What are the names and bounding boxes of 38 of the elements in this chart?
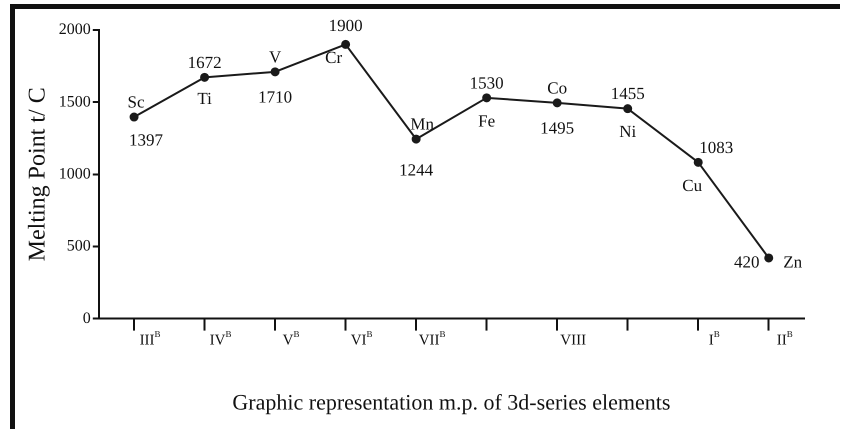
data-label: 420 [734, 252, 760, 272]
point [694, 158, 703, 167]
data-label: 1495 [540, 118, 574, 138]
y-tick-label: 500 [66, 238, 91, 255]
annotation: Co [547, 78, 568, 98]
y-tick-label: 0 [82, 310, 91, 327]
y-axis-title: Melting Point t/ C [24, 87, 51, 262]
data-label: 1083 [699, 138, 734, 157]
point [552, 98, 562, 108]
annotation: Fe [478, 111, 496, 130]
data-label: 1397 [129, 130, 164, 150]
data-label: 1244 [399, 160, 434, 180]
point [623, 104, 632, 114]
data-label: 1710 [258, 87, 292, 106]
point [412, 134, 421, 144]
y-tick-label: 1000 [58, 166, 91, 183]
data-label: 1455 [610, 84, 645, 104]
point [341, 40, 350, 49]
annotation: Mn [410, 114, 434, 134]
annotation: Sc [128, 92, 146, 112]
x-axis-title: Graphic representation m.p. of 3d-series elements [232, 390, 670, 415]
annotation: Zn [783, 252, 803, 272]
annotation: V [268, 47, 282, 66]
y-tick-label: 2000 [58, 21, 91, 38]
point [130, 112, 139, 122]
point [200, 72, 210, 82]
point [482, 93, 492, 102]
annotation: Ni [619, 122, 636, 142]
point [764, 253, 774, 262]
point [270, 67, 280, 76]
annotation: Cu [682, 176, 703, 195]
y-tick-label: 1500 [58, 93, 91, 110]
annotation: Ti [197, 88, 212, 108]
data-label: 1672 [188, 52, 222, 72]
x-tick-label: VIII [560, 332, 586, 349]
data-label: 1530 [470, 73, 504, 92]
data-label: 1900 [328, 16, 363, 35]
annotation: Cr [325, 48, 342, 67]
